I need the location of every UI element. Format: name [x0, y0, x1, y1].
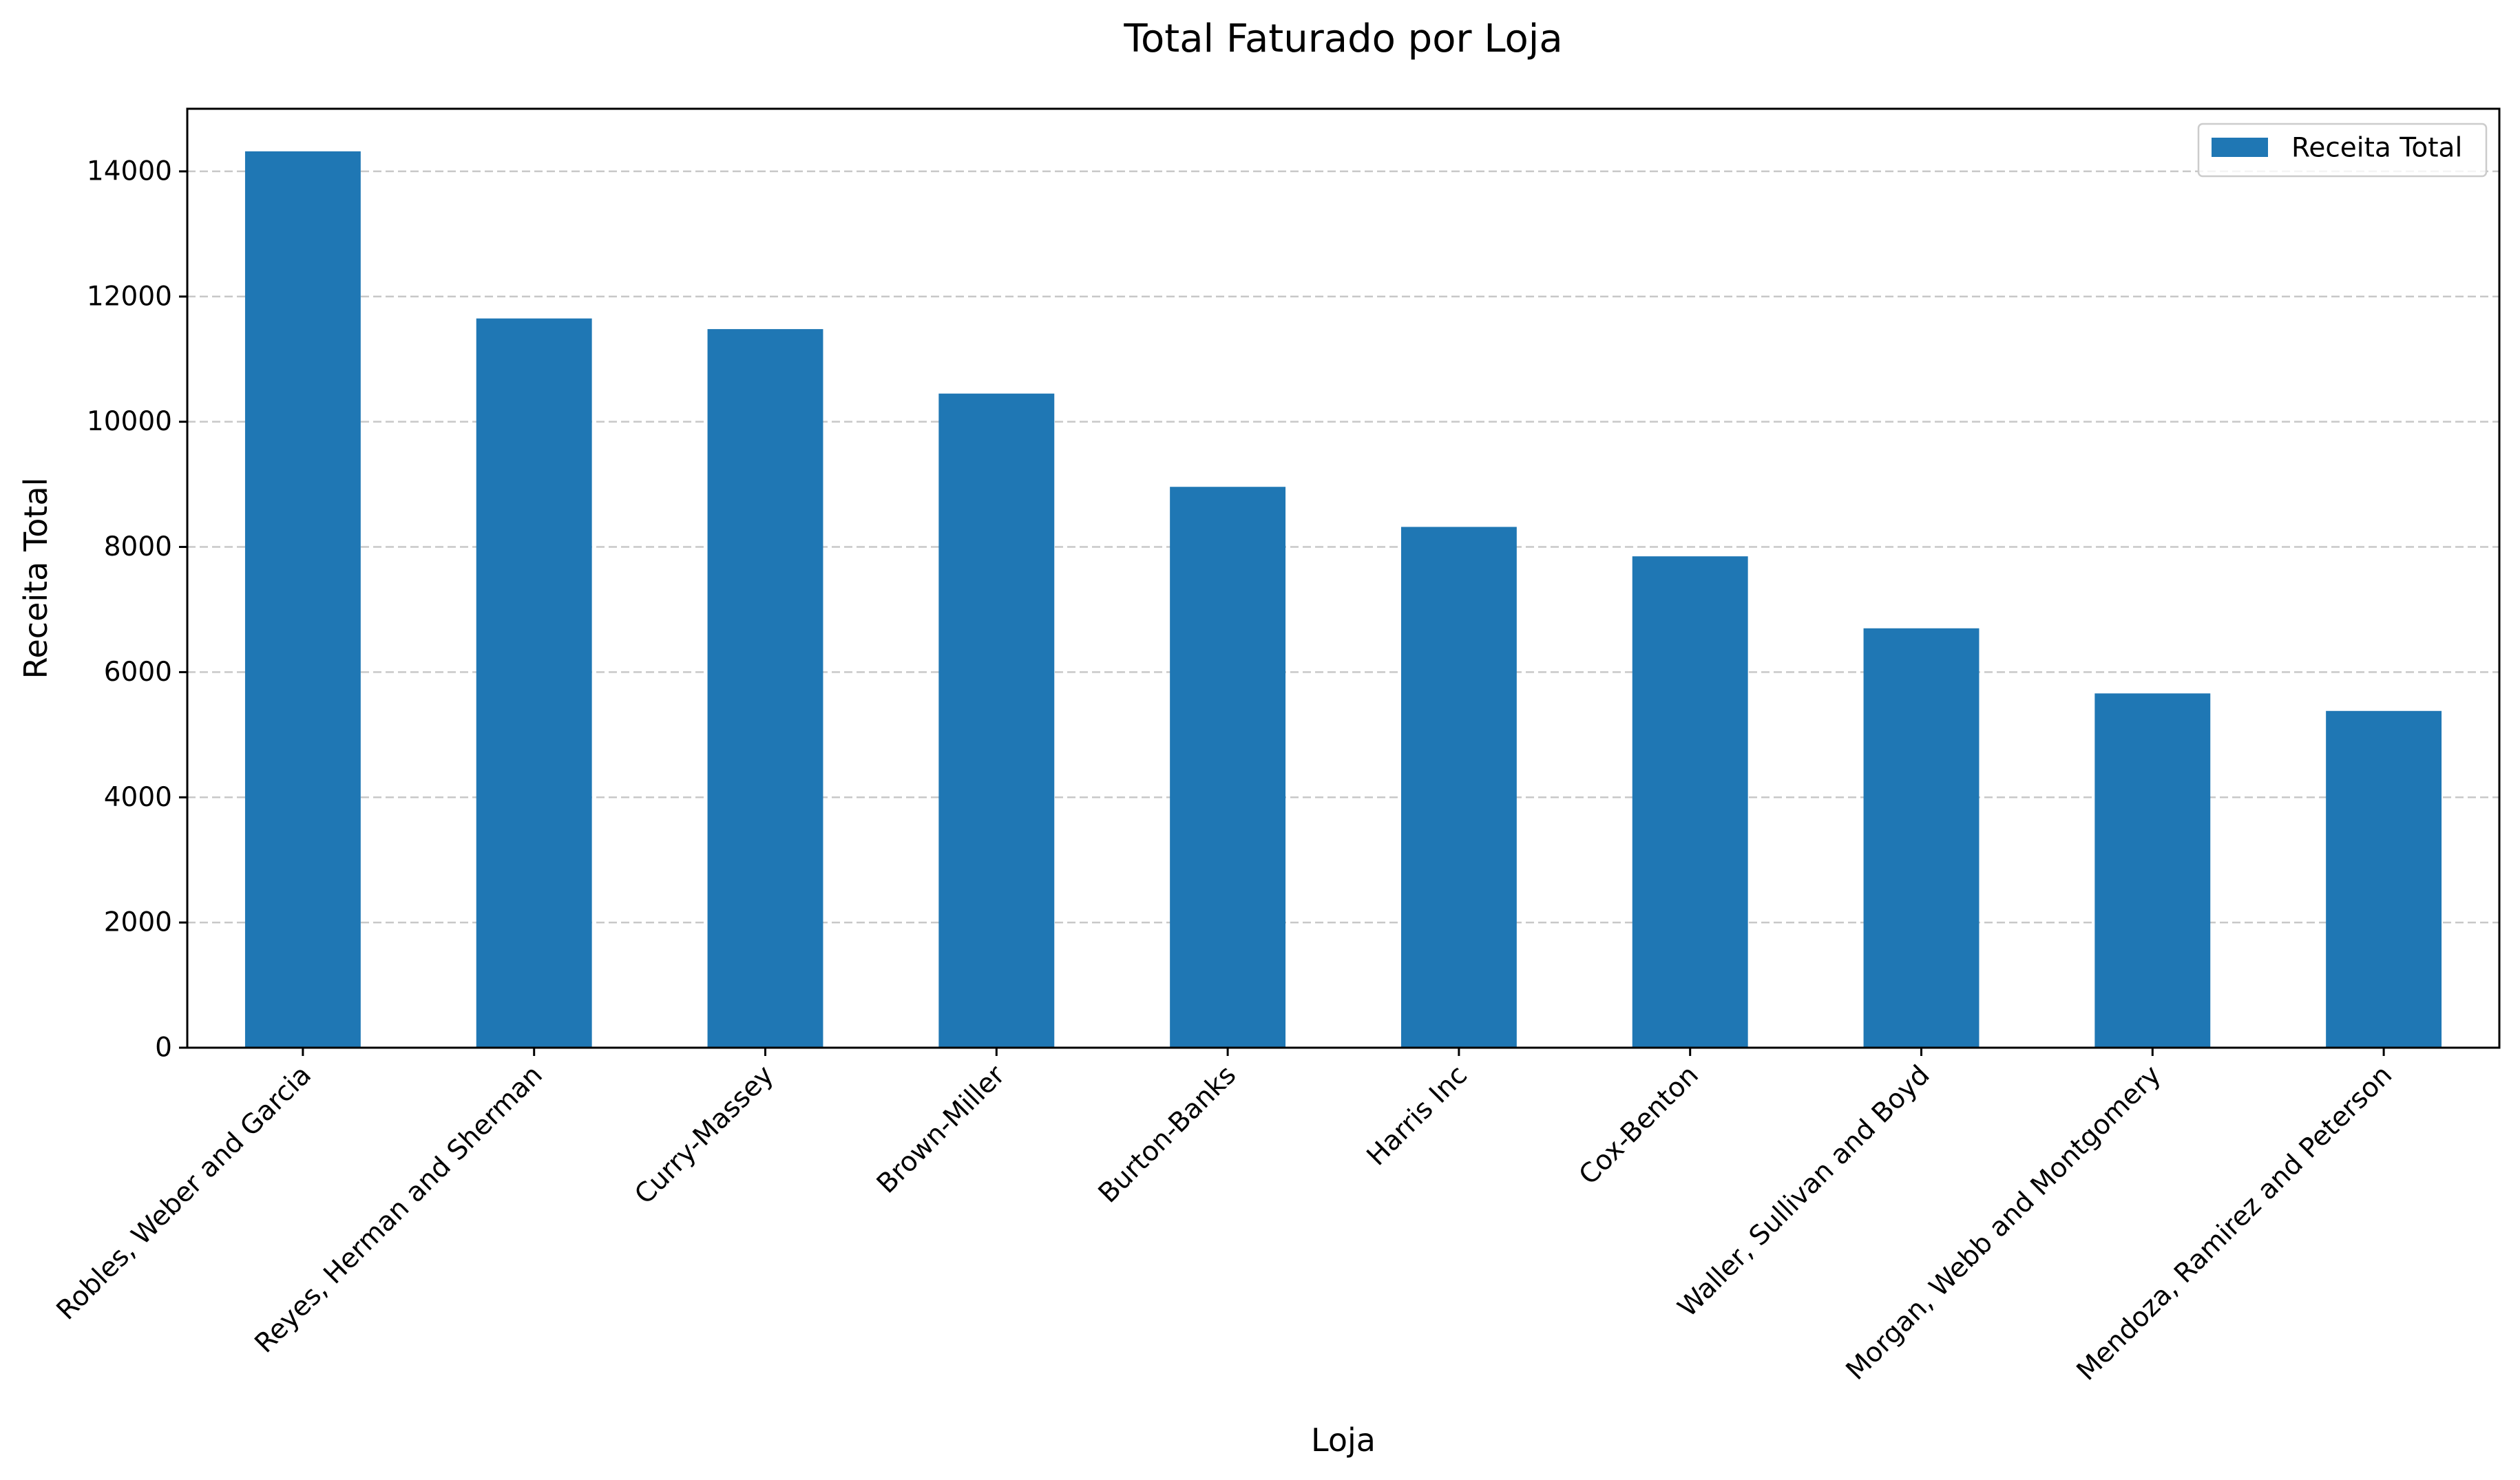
bar: [2094, 693, 2211, 1048]
bar: [938, 393, 1055, 1048]
bar: [476, 318, 592, 1048]
chart-title: Total Faturado por Loja: [1123, 17, 1562, 61]
y-tick-label: 8000: [104, 531, 172, 562]
y-tick-label: 0: [155, 1033, 172, 1064]
bar: [244, 151, 361, 1048]
x-tick-label: Robles, Weber and Garcia: [51, 1059, 317, 1326]
legend-box: [2197, 123, 2488, 178]
bars: [244, 151, 2442, 1048]
x-tick-label: Waller, Sullivan and Boyd: [1672, 1059, 1935, 1323]
y-tick-label: 4000: [104, 782, 172, 813]
y-tick-label: 6000: [104, 657, 172, 688]
y-tick-label: 2000: [104, 907, 172, 938]
x-tick-label: Brown-Miller: [871, 1059, 1011, 1200]
bar: [1400, 527, 1517, 1048]
x-tick-label: Burton-Banks: [1093, 1059, 1242, 1209]
bar: [1170, 487, 1286, 1048]
x-tick-label: Curry-Massey: [629, 1059, 779, 1210]
bar: [1632, 556, 1748, 1048]
x-tick-label: Cox-Benton: [1573, 1059, 1705, 1191]
bar: [2326, 710, 2442, 1048]
plot-frame: [186, 107, 2501, 1049]
legend-swatch: [2212, 138, 2268, 157]
x-tick-label: Harris Inc: [1361, 1059, 1473, 1172]
y-tick-label: 12000: [87, 281, 172, 312]
y-tick-label: 14000: [87, 156, 172, 187]
y-axis-label: Receita Total: [17, 478, 54, 679]
y-axis-ticks: 0 2000 4000 6000 8000 10000 12000 14000: [87, 156, 187, 1064]
legend-label: Receita Total: [2291, 133, 2462, 164]
bar: [1863, 628, 1980, 1048]
y-tick-label: 10000: [87, 406, 172, 437]
bar: [707, 329, 823, 1048]
x-axis-label: Loja: [1311, 1421, 1376, 1459]
legend: Receita Total: [2197, 123, 2488, 178]
